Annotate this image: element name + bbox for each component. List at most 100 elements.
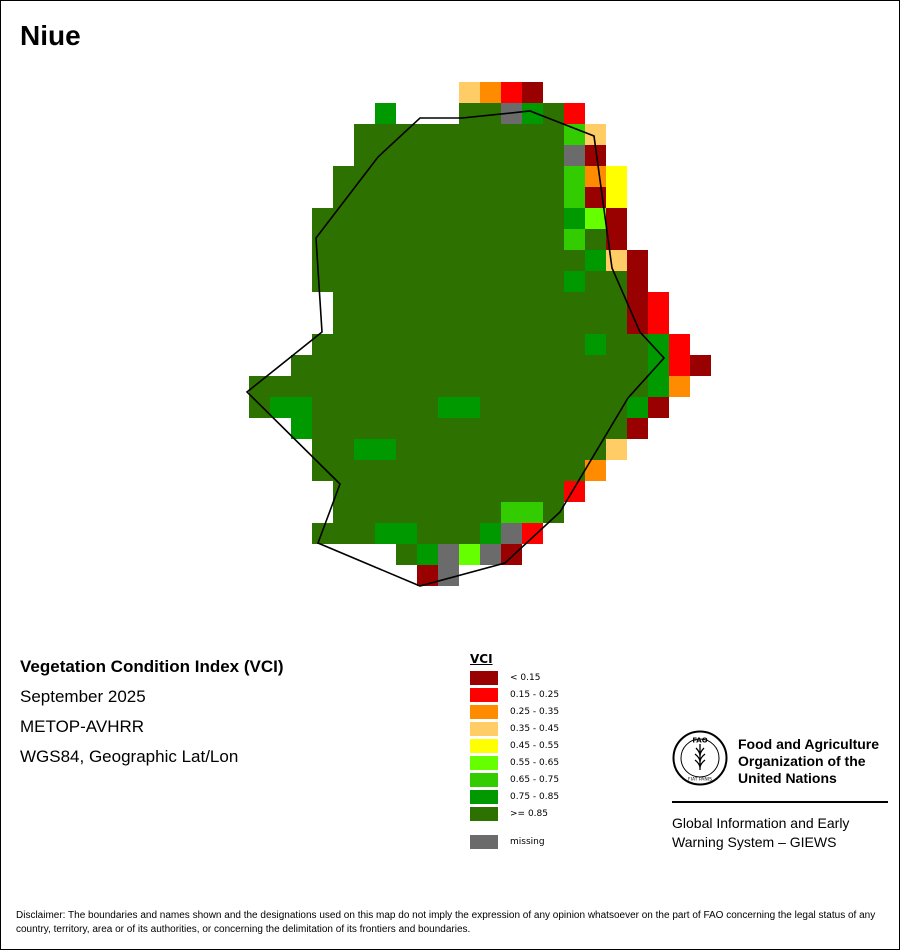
raster-cell <box>417 250 438 271</box>
raster-cell <box>480 271 501 292</box>
raster-cell <box>417 124 438 145</box>
org-name-line-3: United Nations <box>738 770 837 786</box>
legend-swatch <box>470 835 498 849</box>
raster-cell <box>543 376 564 397</box>
raster-cell <box>354 187 375 208</box>
raster-cell <box>396 481 417 502</box>
raster-cell <box>375 397 396 418</box>
raster-cell <box>522 166 543 187</box>
raster-cell <box>522 502 543 523</box>
legend-item: < 0.15 <box>470 671 540 685</box>
raster-cell <box>522 145 543 166</box>
org-name-line-2: Organization of the <box>738 753 866 769</box>
raster-cell <box>354 439 375 460</box>
raster-cell <box>333 313 354 334</box>
raster-cell <box>585 292 606 313</box>
raster-cell <box>459 523 480 544</box>
raster-cell <box>501 292 522 313</box>
raster-cell <box>354 271 375 292</box>
raster-cell <box>585 208 606 229</box>
raster-cell <box>438 565 459 586</box>
legend-label: 0.35 - 0.45 <box>510 724 560 734</box>
raster-cell <box>606 208 627 229</box>
raster-cell <box>543 145 564 166</box>
vci-map <box>245 82 711 587</box>
raster-cell <box>480 439 501 460</box>
raster-cell <box>375 271 396 292</box>
raster-cell <box>375 418 396 439</box>
legend-item: 0.45 - 0.55 <box>470 739 559 753</box>
raster-cell <box>333 439 354 460</box>
raster-cell <box>438 502 459 523</box>
raster-cell <box>480 208 501 229</box>
raster-cell <box>417 334 438 355</box>
system-name: Global Information and Early Warning Sys… <box>672 814 849 852</box>
raster-cell <box>585 418 606 439</box>
legend-swatch <box>470 739 498 753</box>
raster-cell <box>417 523 438 544</box>
raster-cell <box>417 208 438 229</box>
system-name-line-1: Global Information and Early <box>672 815 850 831</box>
raster-cell <box>417 481 438 502</box>
raster-cell <box>354 418 375 439</box>
raster-cell <box>606 376 627 397</box>
raster-cell <box>564 103 585 124</box>
raster-cell <box>522 418 543 439</box>
raster-cell <box>522 481 543 502</box>
legend-label: 0.15 - 0.25 <box>510 690 560 700</box>
raster-cell <box>354 292 375 313</box>
raster-cell <box>438 124 459 145</box>
raster-cell <box>459 82 480 103</box>
raster-cell <box>543 292 564 313</box>
raster-cell <box>648 376 669 397</box>
raster-cell <box>417 397 438 418</box>
raster-cell <box>606 187 627 208</box>
raster-cell <box>291 418 312 439</box>
raster-cell <box>564 397 585 418</box>
raster-cell <box>627 250 648 271</box>
legend-label: 0.25 - 0.35 <box>510 707 560 717</box>
raster-cell <box>543 355 564 376</box>
system-name-line-2: Warning System – GIEWS <box>672 834 837 850</box>
raster-cell <box>459 376 480 397</box>
raster-cell <box>564 376 585 397</box>
raster-cell <box>501 481 522 502</box>
raster-cell <box>522 103 543 124</box>
raster-cell <box>333 250 354 271</box>
raster-cell <box>417 376 438 397</box>
raster-cell <box>375 229 396 250</box>
raster-cell <box>564 250 585 271</box>
raster-cell <box>438 355 459 376</box>
raster-cell <box>648 292 669 313</box>
raster-cell <box>396 376 417 397</box>
raster-cell <box>522 460 543 481</box>
raster-cell <box>564 166 585 187</box>
raster-cell <box>375 208 396 229</box>
raster-cell <box>480 418 501 439</box>
legend-item: 0.55 - 0.65 <box>470 756 559 770</box>
raster-cell <box>543 187 564 208</box>
raster-cell <box>396 460 417 481</box>
raster-cell <box>585 229 606 250</box>
raster-cell <box>354 376 375 397</box>
raster-cell <box>606 292 627 313</box>
raster-cell <box>459 250 480 271</box>
raster-cell <box>627 292 648 313</box>
raster-cell <box>459 292 480 313</box>
raster-cell <box>396 250 417 271</box>
raster-cell <box>459 334 480 355</box>
raster-cell <box>564 208 585 229</box>
raster-cell <box>501 397 522 418</box>
raster-cell <box>585 187 606 208</box>
raster-cell <box>459 124 480 145</box>
raster-cell <box>585 166 606 187</box>
raster-cell <box>312 208 333 229</box>
raster-cell <box>459 145 480 166</box>
raster-cell <box>501 544 522 565</box>
raster-cell <box>543 481 564 502</box>
legend-item: 0.35 - 0.45 <box>470 722 559 736</box>
legend-item: 0.25 - 0.35 <box>470 705 559 719</box>
raster-cell <box>333 460 354 481</box>
raster-cell <box>564 229 585 250</box>
map-date: September 2025 <box>20 687 146 706</box>
